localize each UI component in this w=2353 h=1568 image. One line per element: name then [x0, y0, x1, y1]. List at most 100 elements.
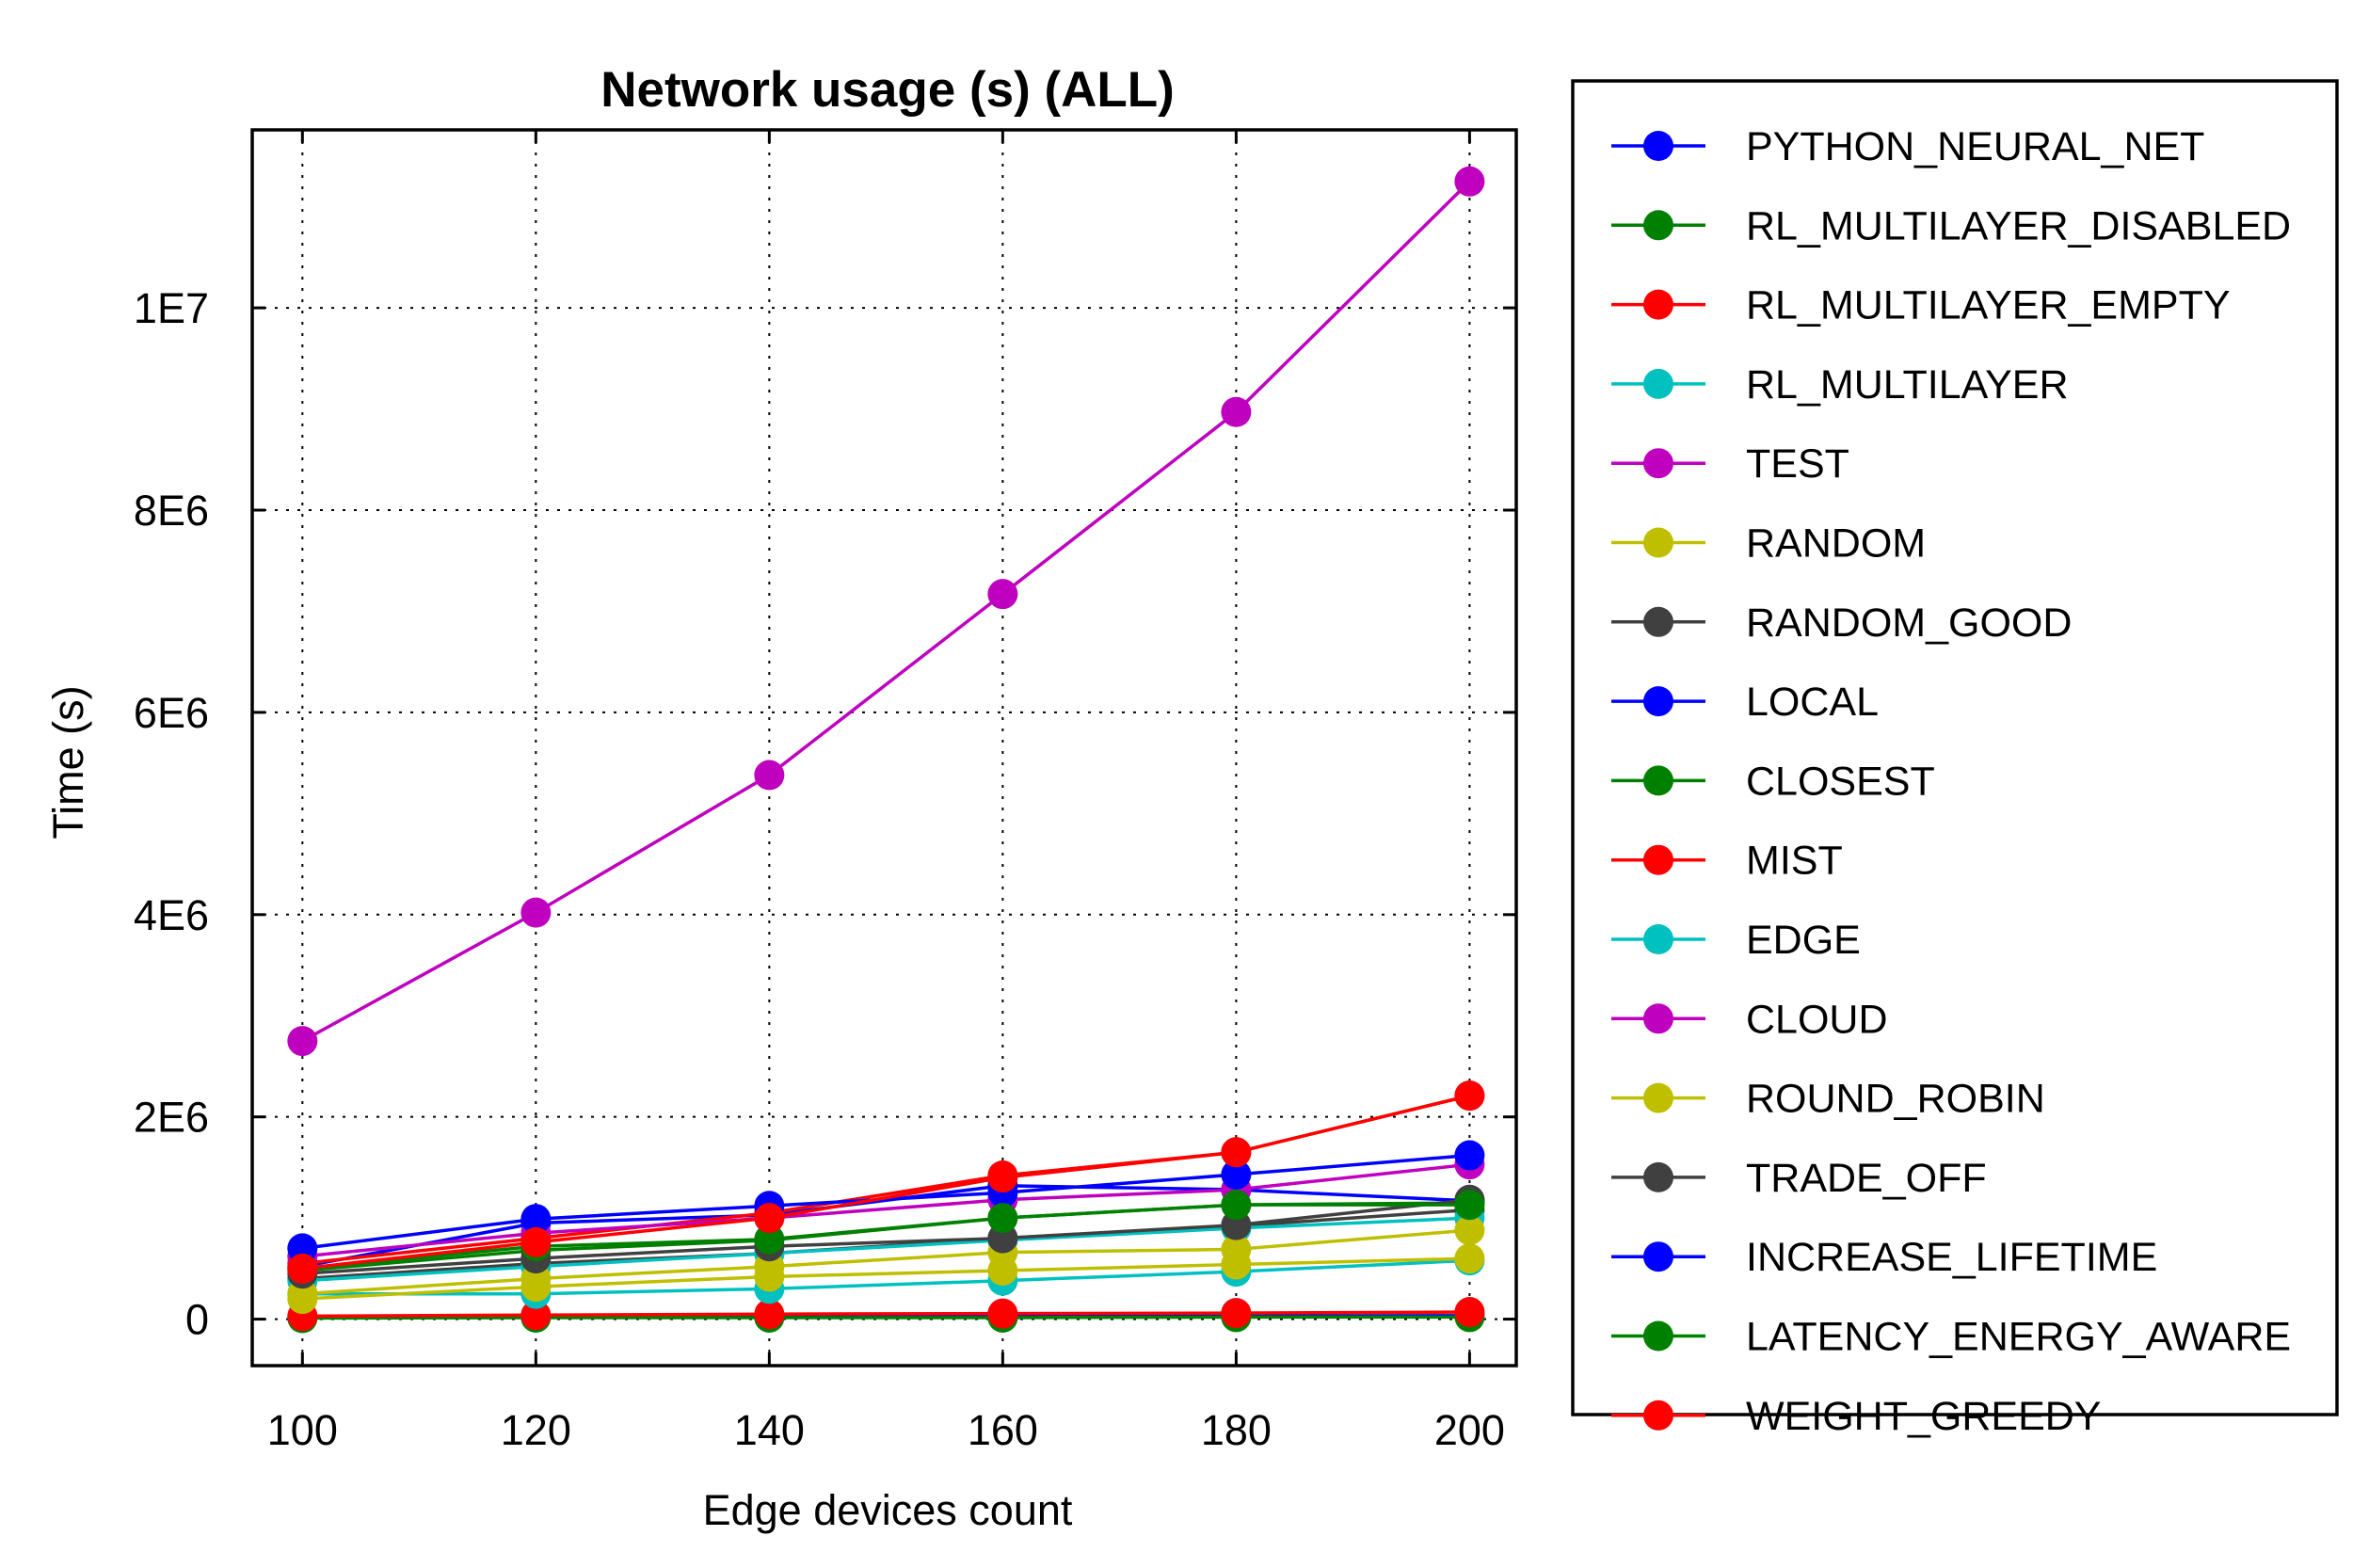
series-line [302, 1315, 1470, 1320]
x-axis-label: Edge devices count [703, 1486, 1073, 1534]
series-test [287, 166, 1485, 1057]
series-line [302, 1256, 1470, 1301]
data-point [520, 1204, 552, 1235]
data-point [1221, 1159, 1252, 1190]
legend-item: MIST [1611, 839, 1843, 884]
x-tick-label: 160 [968, 1406, 1038, 1454]
series-line [302, 1228, 1470, 1296]
legend-marker [1643, 1400, 1673, 1431]
legend-item: TRADE_OFF [1611, 1156, 1987, 1201]
legend: PYTHON_NEURAL_NET RL_MULTILAYER_DISABLED R… [1611, 124, 2291, 1439]
axis-ticks: 100 120 140 160 180 200 0 2E6 4E6 6E6 8E6 1E7 [134, 130, 1516, 1454]
legend-marker [1643, 289, 1673, 320]
legend-item: RL_MULTILAYER_DISABLED [1611, 203, 2291, 248]
data-point [287, 1026, 318, 1057]
x-tick-label: 100 [267, 1406, 338, 1454]
legend-marker [1643, 844, 1673, 875]
legend-label: RANDOM [1746, 521, 1926, 567]
x-tick-label: 200 [1434, 1406, 1505, 1454]
data-point [1454, 1190, 1485, 1221]
legend-marker [1643, 527, 1673, 558]
legend-label: CLOSEST [1746, 759, 1935, 804]
y-tick-label: 8E6 [134, 487, 209, 535]
series-line [301, 180, 1471, 1043]
series-rl-multilayer-empty [287, 1297, 1485, 1332]
legend-item: LATENCY_ENERGY_AWARE [1611, 1315, 2291, 1360]
legend-marker [1643, 686, 1673, 717]
legend-item: LOCAL [1611, 680, 1879, 725]
series-line [302, 1216, 1470, 1283]
legend-item: WEIGHT_GREEDY [1611, 1394, 2102, 1439]
y-tick-label: 1E7 [134, 284, 209, 332]
data-point [520, 1300, 552, 1331]
legend-label: RL_MULTILAYER_DISABLED [1746, 203, 2291, 248]
x-tick-label: 120 [501, 1406, 571, 1454]
data-point [520, 1226, 552, 1257]
legend-marker [1643, 1241, 1673, 1272]
data-point [1454, 1243, 1485, 1274]
data-point [520, 897, 552, 928]
legend-item: PYTHON_NEURAL_NET [1611, 124, 2204, 169]
legend-item: CLOSEST [1611, 759, 1935, 804]
data-point [987, 1298, 1018, 1329]
legend-label: CLOUD [1746, 997, 1888, 1042]
data-point [754, 1299, 785, 1330]
y-tick-label: 0 [185, 1296, 209, 1344]
legend-item: EDGE [1611, 918, 1861, 963]
legend-marker [1643, 368, 1673, 399]
legend-label: RL_MULTILAYER_EMPTY [1746, 283, 2231, 328]
legend-item: INCREASE_LIFETIME [1611, 1235, 2157, 1280]
legend-label: WEIGHT_GREEDY [1746, 1394, 2102, 1439]
legend-marker [1643, 1082, 1673, 1113]
series-line [302, 1203, 1470, 1271]
series-line [302, 1310, 1470, 1319]
series-line [302, 1162, 1470, 1258]
y-tick-label: 4E6 [134, 891, 209, 939]
data-point [1221, 1190, 1252, 1221]
y-axis-label: Time (s) [44, 685, 92, 839]
legend-item: RANDOM_GOOD [1611, 600, 2072, 646]
legend-marker [1643, 765, 1673, 796]
data-point [1221, 1298, 1252, 1329]
series-rl-multilayer-disabled [287, 1302, 1485, 1334]
x-tick-label: 140 [734, 1406, 805, 1454]
y-tick-label: 6E6 [134, 689, 209, 737]
legend-item: ROUND_ROBIN [1611, 1077, 2045, 1122]
data-point [754, 1224, 785, 1255]
legend-marker [1643, 924, 1673, 954]
series-line [302, 1258, 1470, 1296]
legend-item: RL_MULTILAYER [1611, 362, 2069, 408]
legend-label: TEST [1746, 441, 1849, 487]
legend-item: RANDOM [1611, 521, 1926, 567]
data-point [1454, 166, 1485, 197]
series-line [302, 1198, 1470, 1275]
data-point [1221, 396, 1252, 427]
y-tick-label: 2E6 [134, 1094, 209, 1142]
series-weight-greedy [287, 1080, 1485, 1284]
x-tick-label: 180 [1201, 1406, 1272, 1454]
legend-marker [1643, 210, 1673, 241]
data-point [1454, 1215, 1485, 1246]
legend-marker [1643, 1320, 1673, 1352]
legend-item: TEST [1611, 441, 1849, 487]
plot-frame [250, 128, 1518, 1368]
data-point [1221, 1137, 1252, 1168]
data-point [987, 1203, 1018, 1234]
legend-label: EDGE [1746, 918, 1861, 963]
legend-label: LATENCY_ENERGY_AWARE [1746, 1315, 2291, 1360]
series-lines [287, 166, 1485, 1334]
legend-label: RANDOM_GOOD [1746, 600, 2072, 646]
legend-marker [1643, 606, 1673, 637]
data-point [754, 1203, 785, 1234]
data-point [1454, 1140, 1485, 1171]
data-point [1454, 1297, 1485, 1328]
series-line [302, 1094, 1470, 1271]
legend-label: TRADE_OFF [1746, 1156, 1987, 1201]
legend-box [1571, 79, 2339, 1416]
chart-title: Network usage (s) (ALL) [600, 62, 1175, 118]
legend-label: PYTHON_NEURAL_NET [1746, 124, 2204, 169]
legend-label: RL_MULTILAYER [1746, 362, 2069, 408]
legend-label: LOCAL [1746, 680, 1879, 725]
